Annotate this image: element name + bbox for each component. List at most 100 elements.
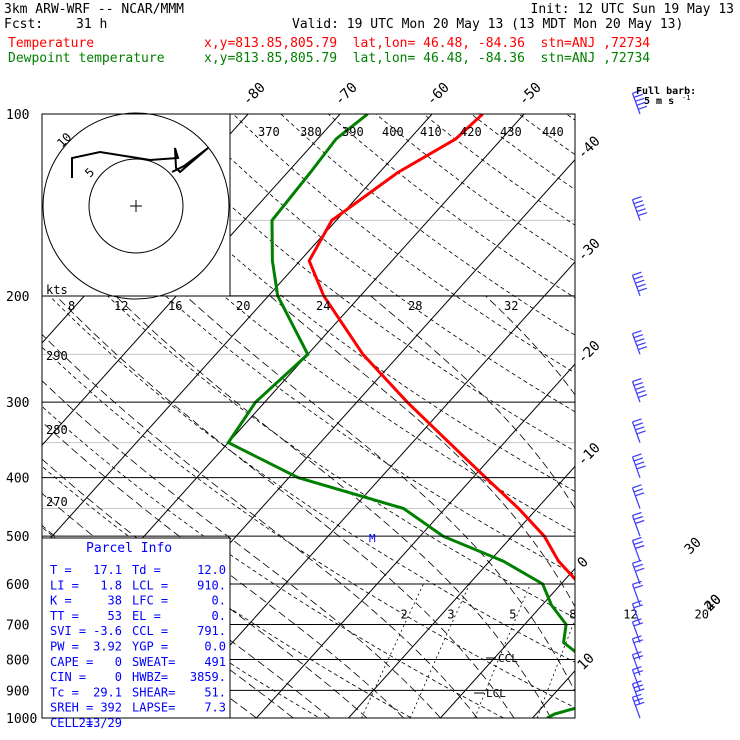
parcel-row-label: LFC =: [132, 594, 168, 608]
wind-barb-flag: [635, 461, 645, 466]
mixing-ratio-label: 3: [447, 607, 454, 621]
isotherm-side-label: 10: [575, 650, 598, 673]
parcel-row-value: 491: [204, 655, 226, 669]
wind-barb-flag: [633, 604, 644, 609]
wind-barb-flag: [632, 600, 642, 605]
speed-tick-label: 32: [504, 299, 518, 313]
dry-adiabat-line: [423, 114, 575, 226]
hodograph-ring-5: [88, 158, 184, 254]
wind-barb: [631, 196, 648, 221]
isotherm-side-label: 0: [575, 554, 592, 571]
parcel-row-label: T =: [50, 563, 72, 577]
hodograph-trace: [71, 147, 209, 178]
wind-barb-flag: [635, 97, 645, 102]
wind-barb-flag: [636, 389, 646, 395]
wind-barb-flag: [633, 622, 644, 627]
parcel-row-label: CAPE =: [50, 655, 93, 669]
parcel-row-label: TT =: [50, 609, 79, 623]
wind-barb: [631, 89, 648, 115]
isotherm-line: [625, 114, 740, 718]
isotherm-label: -50: [516, 80, 545, 109]
wind-barb-flag: [636, 208, 646, 213]
parcel-info-title: Parcel Info: [86, 541, 172, 556]
wind-barb-flag: [635, 385, 645, 391]
parcel-row-value: 38: [108, 594, 122, 608]
dewpoint-legend-label: Dewpoint temperature: [8, 51, 165, 66]
init-time: Init: 12 UTC Sun 19 May 13: [530, 2, 735, 17]
wind-barb-flag: [632, 618, 642, 623]
parcel-row-label: YGP =: [132, 640, 168, 654]
parcel-row-label: SVI =: [50, 624, 86, 638]
forecast-label: Fcst:: [4, 17, 44, 32]
wind-barb-flag: [633, 422, 644, 427]
parcel-info-panel: [41, 537, 231, 719]
dry-adiabat-line: [709, 114, 740, 731]
dry-adiabat-line: [185, 114, 575, 413]
mixing-ratio-line: [409, 583, 470, 718]
wind-barb-flag: [635, 204, 645, 209]
parcel-row-value: 51.: [204, 685, 226, 699]
dry-adiabat-label: 290: [46, 349, 68, 363]
parcel-row-value: 791.: [197, 624, 226, 638]
ccl-marker: CCL: [498, 652, 518, 665]
theta-label: 370: [258, 125, 280, 139]
wind-barb: [631, 511, 645, 537]
dry-adiabat-line: [662, 114, 740, 731]
dry-adiabat-line: [42, 405, 505, 718]
mixing-ratio-line: [361, 583, 424, 718]
moist-adiabat-line: [42, 380, 441, 718]
theta-label: 400: [382, 125, 404, 139]
wind-barb-flag: [632, 635, 642, 640]
wind-barb: [631, 271, 648, 297]
wind-barb-flag: [633, 334, 644, 339]
parcel-row-value: 17.1: [93, 563, 122, 577]
dewpoint-location: x,y=813.85,805.79 lat,lon= 46.48, -84.36…: [204, 51, 651, 66]
parcel-row-label: CELL =: [50, 716, 93, 730]
wind-barb: [631, 635, 644, 660]
wind-barb-flag: [632, 271, 642, 276]
wind-barb-flag: [633, 639, 644, 644]
plot-frame: [41, 113, 576, 719]
dry-adiabat-line: [42, 114, 575, 534]
wind-barb: [631, 453, 646, 478]
mixing-ratio-line: [474, 583, 531, 718]
moist-adiabat-line: [269, 295, 575, 608]
parcel-row-value: 0.0: [204, 640, 226, 654]
dry-adiabat-line: [42, 287, 575, 663]
parcel-row-label: HWBZ=: [132, 670, 168, 684]
pressure-tick-label: 500: [6, 530, 29, 545]
moist-adiabat-line: [601, 296, 735, 718]
parcel-row-value: 7.3: [204, 701, 226, 715]
parcel-row-value: 213/29: [79, 716, 122, 730]
wind-barb: [631, 600, 644, 625]
speed-tick-label: 24: [316, 299, 330, 313]
parcel-row-label: CIN =: [50, 670, 86, 684]
wind-barb-flag: [632, 511, 642, 517]
wind-barb-flag: [637, 212, 648, 217]
isotherm-label: -60: [424, 80, 453, 109]
mixing-ratio-line: [594, 584, 643, 718]
parcel-row-label: SHEAR=: [132, 685, 175, 699]
lcl-marker: LCL: [486, 687, 506, 700]
parcel-row-label: Td =: [132, 563, 161, 577]
isotherm-label: -80: [240, 80, 269, 109]
dry-adiabat-line: [42, 229, 575, 619]
pressure-tick-label: 200: [6, 290, 29, 305]
isotherm-label: -70: [332, 80, 361, 109]
wind-barb-flag: [635, 279, 645, 284]
moist-adiabat-line: [115, 295, 552, 718]
isotherm-line: [42, 114, 341, 446]
wind-barb-flag: [633, 655, 644, 660]
parcel-row-value: 910.: [197, 578, 226, 592]
mixing-ratio-label: 5: [509, 607, 516, 621]
barb-legend-title: Full barb:: [636, 86, 696, 97]
wind-barb-flag: [632, 196, 642, 201]
theta-label: 420: [460, 125, 482, 139]
dry-adiabat-line: [518, 114, 575, 156]
moist-adiabat-line: [185, 295, 575, 693]
parcel-row-value: 29.1: [93, 685, 122, 699]
isotherm-line: [164, 261, 575, 718]
wind-barb-flag: [632, 330, 642, 335]
wind-barb-flag: [637, 105, 648, 110]
isotherm-side-label: -30: [575, 236, 604, 265]
